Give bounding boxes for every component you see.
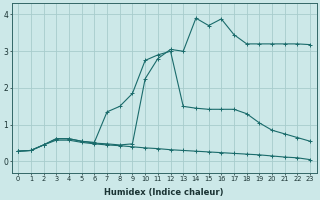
X-axis label: Humidex (Indice chaleur): Humidex (Indice chaleur): [104, 188, 224, 197]
